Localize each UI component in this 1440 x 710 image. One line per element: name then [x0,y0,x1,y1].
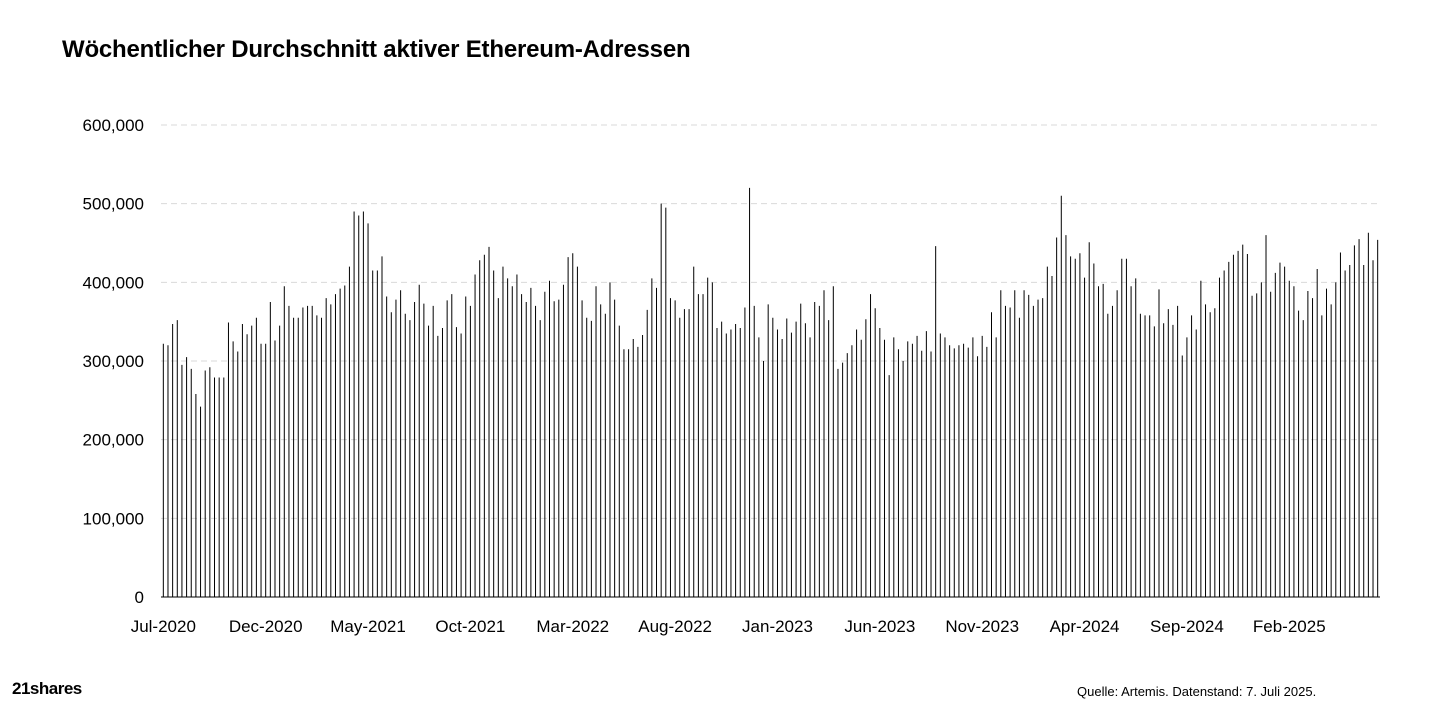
y-tick-label: 0 [135,588,144,607]
x-tick-label: Sep-2024 [1150,617,1224,636]
chart-title: Wöchentlicher Durchschnitt aktiver Ether… [62,36,691,63]
x-tick-label: Apr-2024 [1050,617,1120,636]
x-tick-label: Nov-2023 [945,617,1019,636]
y-tick-label: 300,000 [83,352,144,371]
y-tick-label: 200,000 [83,431,144,450]
x-tick-label: May-2021 [330,617,406,636]
gridlines [161,124,1380,519]
x-tick-label: Jul-2020 [131,617,196,636]
y-tick-label: 500,000 [83,195,144,214]
y-tick-label: 600,000 [83,116,144,135]
bar-series [162,187,1379,597]
y-tick-label: 400,000 [83,273,144,292]
y-tick-label: 100,000 [83,509,144,528]
x-tick-label: Jun-2023 [844,617,915,636]
source-note: Quelle: Artemis. Datenstand: 7. Juli 202… [1077,684,1317,699]
x-tick-label: Dec-2020 [229,617,303,636]
brand-logo: 21shares [12,679,82,698]
x-tick-label: Aug-2022 [638,617,712,636]
axes: 0 100,000 200,000 300,000 400,000 500,000 600,… [83,116,1380,636]
x-tick-label: Oct-2021 [435,617,505,636]
x-tick-label: Jan-2023 [742,617,813,636]
x-tick-label: Mar-2022 [536,617,609,636]
x-tick-label: Feb-2025 [1253,617,1326,636]
